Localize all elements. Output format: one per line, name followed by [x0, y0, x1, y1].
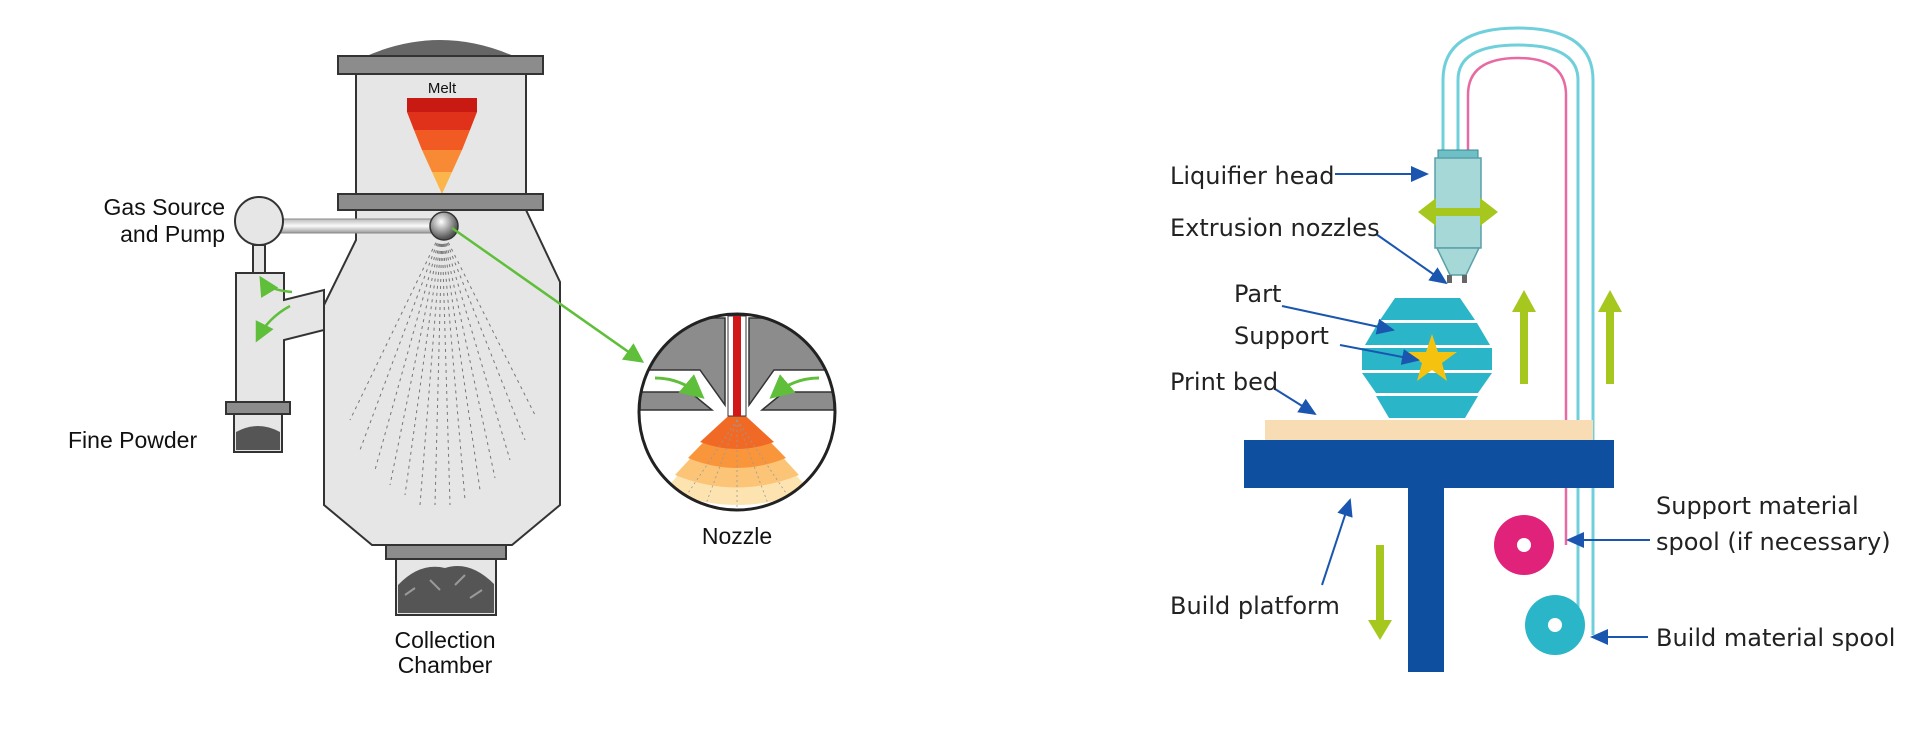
fdm-diagram: Liquifier head Extrusion nozzles Part Su… [1170, 26, 1895, 672]
build-filament-outer [1441, 26, 1595, 635]
collection-label: Collection [395, 627, 496, 653]
middle-flange [337, 193, 544, 211]
support-spool-label-line2: spool (if necessary) [1656, 528, 1891, 556]
chamber-label: Chamber [398, 652, 493, 678]
melt-crucible [407, 98, 477, 194]
extrusion-nozzles-label: Extrusion nozzles [1170, 214, 1380, 242]
collected-powder [398, 566, 494, 613]
atomizer-nozzle [429, 211, 459, 241]
support-spool-label-line1: Support material [1656, 492, 1859, 520]
detail-pointer [451, 226, 645, 363]
gas-source-pump [234, 196, 284, 246]
gas-pipe [279, 218, 441, 234]
liquifier-head [1434, 157, 1482, 249]
atomization-vessel [323, 209, 561, 546]
atomized-spray [349, 229, 536, 506]
extrusion-nozzle-1 [1447, 275, 1452, 283]
gas-atomization-diagram: Melt Collection Chamber [68, 40, 837, 678]
part-label: Part [1234, 280, 1281, 308]
head-motion-arrow [1418, 198, 1498, 226]
extrusion-nozzle-2 [1462, 275, 1467, 283]
support-label: Support [1234, 322, 1329, 350]
top-flange [337, 55, 544, 75]
build-platform-label: Build platform [1170, 592, 1340, 620]
motion-arrows [1368, 290, 1622, 640]
nozzle-label: Nozzle [702, 523, 772, 549]
build-spool-label: Build material spool [1656, 624, 1895, 652]
platform-column [1408, 488, 1444, 672]
support-star [1407, 334, 1457, 381]
print-bed [1265, 420, 1593, 440]
bottom-flange [385, 544, 507, 560]
and-pump-label: and Pump [120, 221, 225, 247]
build-platform [1244, 440, 1614, 488]
fine-powder [236, 426, 280, 450]
build-filament-inner [1456, 43, 1580, 635]
support-filament [1466, 56, 1568, 545]
gas-source-label: Gas Source [104, 194, 225, 220]
fine-powder-label: Fine Powder [68, 427, 197, 453]
printed-part [1362, 298, 1492, 418]
cyclone-separator [235, 272, 325, 403]
nozzle-detail [637, 312, 837, 512]
print-bed-label: Print bed [1170, 368, 1278, 396]
vessel-dome [362, 40, 518, 58]
melt-label: Melt [428, 80, 457, 97]
liquifier-head-label: Liquifier head [1170, 162, 1334, 190]
